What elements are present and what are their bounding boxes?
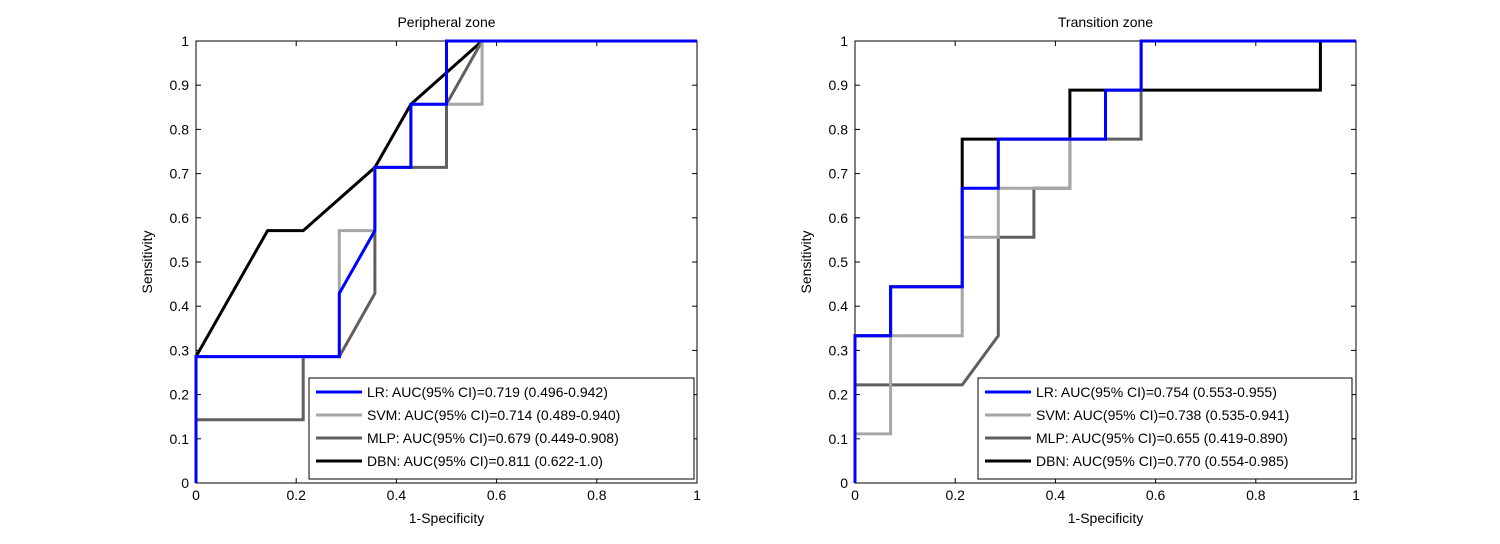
legend-entry: LR: AUC(95% CI)=0.754 (0.553-0.955) [1036,384,1277,400]
series-line-3 [194,39,697,483]
legend: LR: AUC(95% CI)=0.719 (0.496-0.942) SVM: … [308,377,695,480]
y-tick-label: 0.6 [170,210,190,226]
x-tick-label: 0.6 [1146,487,1166,503]
legend-entry: MLP: AUC(95% CI)=0.655 (0.419-0.890) [1036,430,1288,446]
y-tick-label: 0.4 [829,298,849,314]
x-tick-label: 0 [851,487,859,503]
series-line-3 [853,39,1356,483]
series-line-1 [853,39,1356,483]
y-tick-label: 1 [181,33,189,49]
chart-title: Peripheral zone [397,14,495,30]
y-tick-label: 0.9 [170,77,190,93]
y-tick-label: 0.7 [829,166,849,182]
x-tick-label: 0.4 [1046,487,1066,503]
x-axis-label: 1-Specificity [409,510,484,526]
chart-panel-1: 0 0.2 0.4 0.6 0.8 1 0 0.1 0.2 0.3 0.4 0.5 0.6 0.7 0.8 0… [139,14,701,526]
x-tick-label: 0.2 [945,487,965,503]
y-axis-label: Sensitivity [798,230,814,293]
legend-entry: LR: AUC(95% CI)=0.719 (0.496-0.942) [367,384,608,400]
legend-entry: SVM: AUC(95% CI)=0.738 (0.535-0.941) [1036,407,1289,423]
y-axis-label: Sensitivity [139,230,155,293]
legend-entry: DBN: AUC(95% CI)=0.811 (0.622-1.0) [367,453,603,469]
y-tick-label: 0.1 [829,431,849,447]
y-tick-label: 0 [840,475,848,491]
series-line-1 [194,39,697,483]
y-tick-label: 0.6 [829,210,849,226]
series-line-4 [194,39,697,483]
x-axis-label: 1-Specificity [1068,510,1143,526]
chart-panel-2: 0 0.2 0.4 0.6 0.8 1 0 0.1 0.2 0.3 0.4 0.5 0.6 0.7 0.8 0… [798,14,1360,526]
legend-entry: SVM: AUC(95% CI)=0.714 (0.489-0.940) [367,407,620,423]
x-tick-label: 0.2 [286,487,306,503]
chart-title: Transition zone [1058,14,1153,30]
x-tick-label: 0.6 [487,487,507,503]
x-tick-label: 0.4 [387,487,407,503]
y-tick-label: 0.8 [829,121,849,137]
x-tick-label: 1 [693,487,701,503]
y-tick-label: 0.1 [170,431,190,447]
x-tick-label: 0 [192,487,200,503]
y-tick-label: 1 [840,33,848,49]
legend-entry: DBN: AUC(95% CI)=0.770 (0.554-0.985) [1036,453,1289,469]
x-tick-label: 0.8 [587,487,607,503]
y-tick-label: 0.2 [829,387,849,403]
x-tick-label: 1 [1352,487,1360,503]
legend: LR: AUC(95% CI)=0.754 (0.553-0.955) SVM: … [977,377,1353,480]
y-tick-label: 0.3 [170,342,190,358]
y-tick-label: 0.7 [170,166,190,182]
legend-entry: MLP: AUC(95% CI)=0.679 (0.449-0.908) [367,430,619,446]
y-tick-label: 0.3 [829,342,849,358]
y-tick-label: 0.4 [170,298,190,314]
legend-box [308,377,695,480]
legend-box [977,377,1353,480]
x-tick-label: 0.8 [1246,487,1266,503]
y-tick-label: 0.2 [170,387,190,403]
y-tick-label: 0.9 [829,77,849,93]
y-tick-label: 0.5 [170,254,190,270]
y-tick-label: 0.5 [829,254,849,270]
y-tick-label: 0.8 [170,121,190,137]
y-tick-label: 0 [181,475,189,491]
